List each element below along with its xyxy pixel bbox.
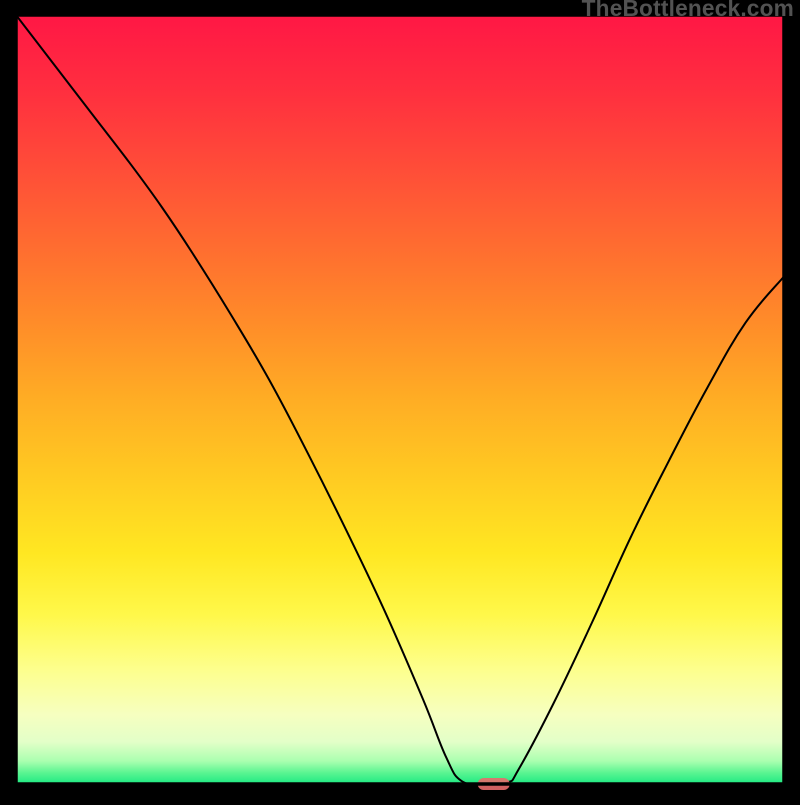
bottleneck-curve-chart (0, 0, 800, 800)
watermark-label: TheBottleneck.com (582, 0, 794, 22)
plot-background (16, 15, 784, 784)
chart-root: TheBottleneck.com (0, 0, 800, 800)
